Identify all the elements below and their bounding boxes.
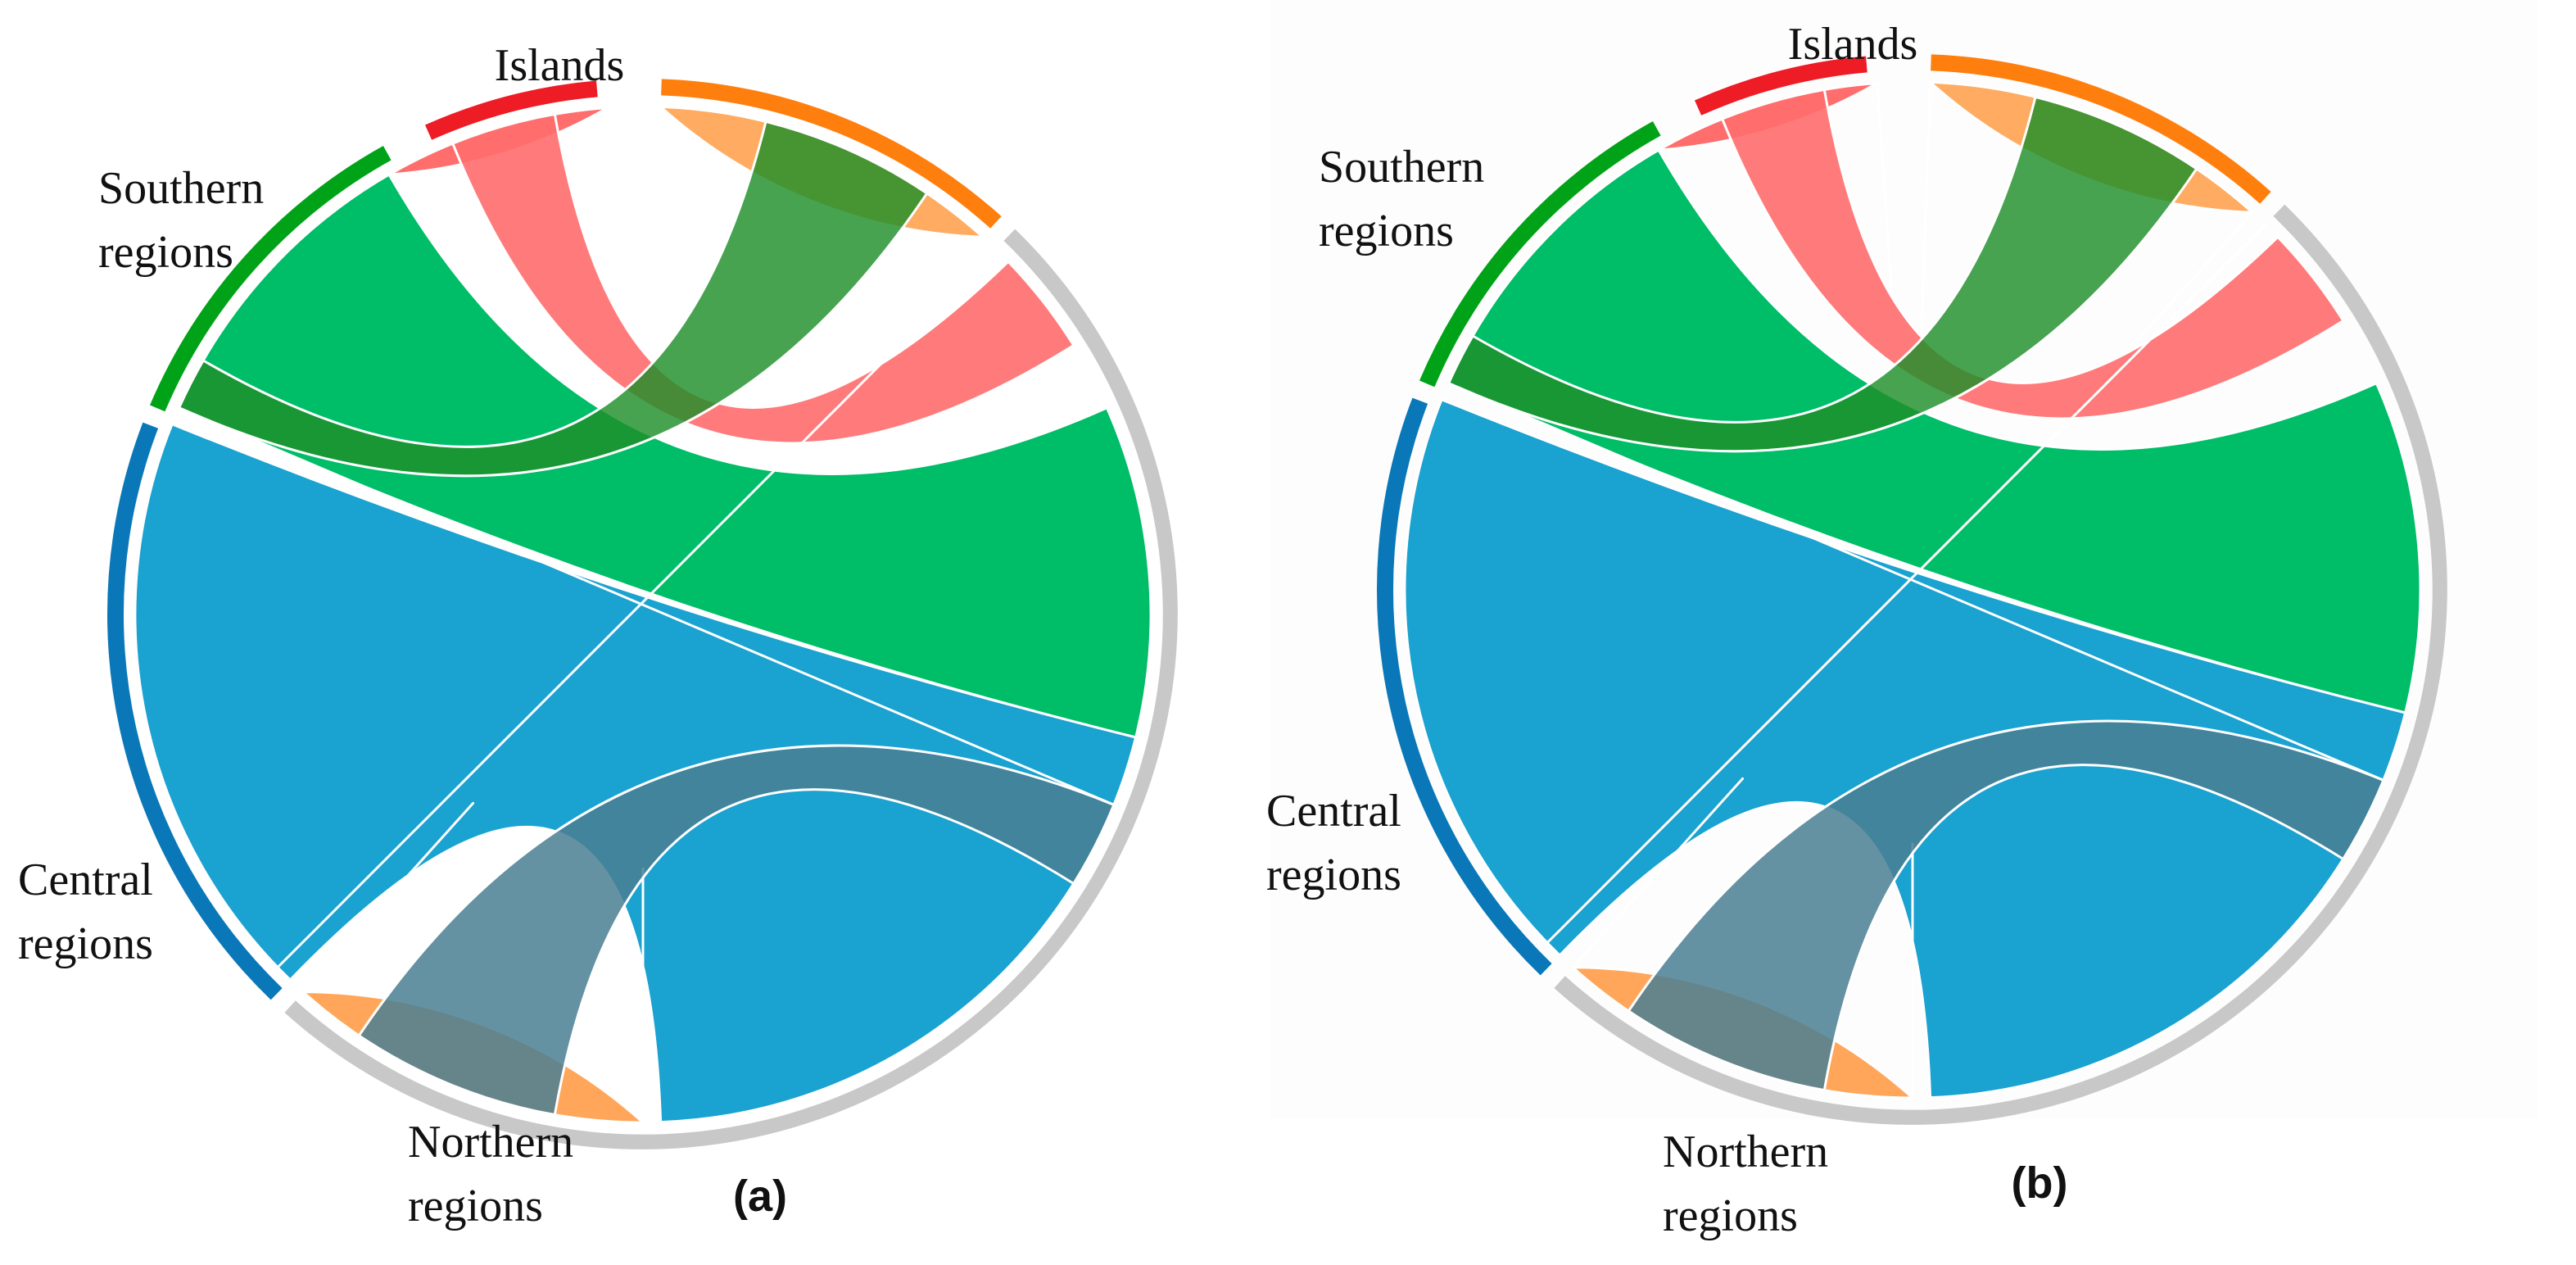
chord-separator — [276, 247, 997, 968]
group-label-southern-b-line2: regions — [1319, 206, 1454, 256]
group-arc-islands — [425, 80, 598, 140]
group-arc-orange — [661, 79, 1002, 229]
ribbon-southern-self — [177, 173, 1152, 739]
ribbon-green-cross — [177, 120, 929, 478]
group-arc-southern — [1419, 121, 1661, 388]
ribbon-grey-cross — [1627, 719, 2385, 1092]
ribbon-grey-cross — [357, 744, 1116, 1117]
ribbon-islands-link — [1720, 88, 2345, 420]
chord-panel-b — [1376, 54, 2447, 1125]
ribbon-southern-self — [1446, 148, 2422, 714]
group-label-central-a-line1: Central — [18, 855, 153, 905]
group-label-southern-b-line1: Southern — [1319, 142, 1484, 193]
panel-label-a: (a) — [733, 1172, 787, 1221]
group-label-central-b-line2: regions — [1266, 850, 1401, 900]
chord-separator — [1448, 382, 2384, 782]
group-arc-southern — [150, 146, 392, 412]
group-arc-islands — [1695, 56, 1867, 116]
ribbon-central-self — [134, 422, 1138, 1124]
group-label-northern-b-line1: Northern — [1663, 1127, 1828, 1177]
group-label-southern-a-line1: Southern — [98, 163, 264, 214]
chord-separator — [1546, 223, 2266, 944]
ribbon-islands-link — [450, 112, 1075, 445]
group-arc-northern — [1554, 204, 2447, 1125]
group-arc-central — [106, 422, 283, 1000]
ribbon-green-cross — [1446, 95, 2198, 453]
group-label-central-a-line2: regions — [18, 918, 153, 969]
group-label-islands-b: Islands — [1788, 19, 1918, 70]
group-label-northern-a-line1: Northern — [408, 1117, 573, 1168]
ribbon-central-self — [1403, 397, 2407, 1100]
chord-separator — [179, 406, 1115, 806]
panel-label-b: (b) — [2012, 1158, 2068, 1208]
group-arc-northern — [284, 229, 1178, 1149]
group-label-central-b-line1: Central — [1266, 786, 1401, 837]
group-label-islands-a: Islands — [495, 40, 625, 91]
group-label-northern-a-line2: regions — [408, 1181, 543, 1231]
group-arc-central — [1376, 397, 1552, 976]
group-label-northern-b-line2: regions — [1663, 1190, 1798, 1241]
group-arc-orange — [1931, 54, 2271, 204]
group-label-southern-a-line2: regions — [98, 227, 233, 278]
chord-panel-a — [106, 79, 1178, 1149]
